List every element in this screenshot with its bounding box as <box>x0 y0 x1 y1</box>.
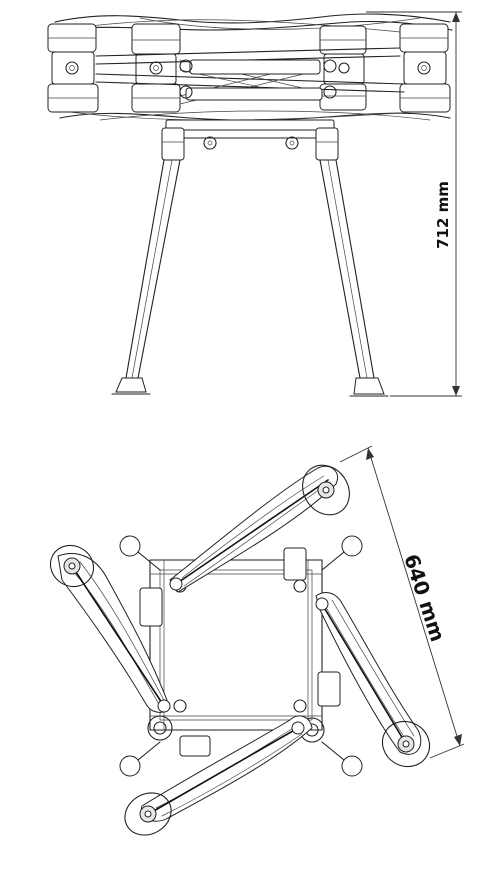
left-motor-stack <box>47 23 99 113</box>
arm-top-left <box>49 544 171 713</box>
square-frame <box>139 547 341 757</box>
leg-feet <box>119 535 363 777</box>
top-view-drone <box>49 464 431 836</box>
arm-bottom-right <box>315 592 431 768</box>
diameter-dimension <box>339 445 465 759</box>
height-dimension-label: 712 mm <box>434 181 452 249</box>
center-frame <box>161 119 339 161</box>
arm-top-right <box>169 464 350 593</box>
right-motor-stack <box>399 23 451 113</box>
arm-bottom-left <box>124 715 313 836</box>
side-view-drone <box>47 13 453 397</box>
height-dimension <box>366 11 462 397</box>
diameter-dimension-label: 640 mm <box>399 551 450 644</box>
arms <box>95 47 405 105</box>
center-left-motor-stack <box>131 23 181 113</box>
landing-legs <box>111 159 389 397</box>
